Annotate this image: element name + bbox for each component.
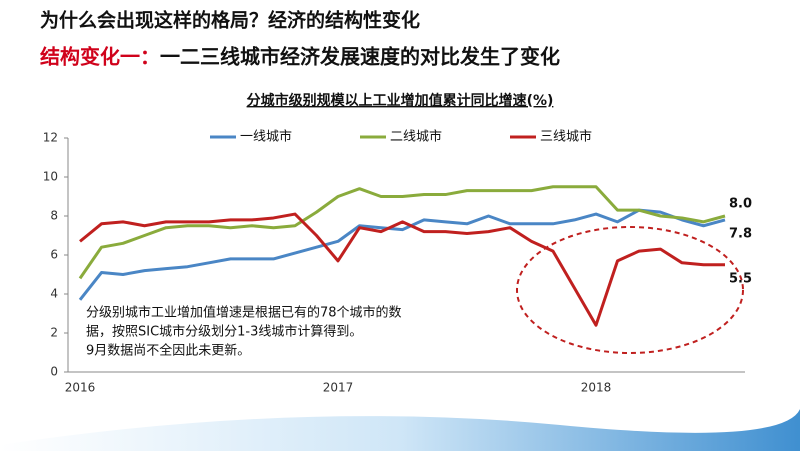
y-tick-label: 8: [50, 209, 58, 223]
data-label: 8.0: [729, 197, 752, 212]
slide-subtitle-prefix: 结构变化一：: [40, 45, 160, 69]
legend-label: 一线城市: [240, 129, 292, 145]
note-text: 据，按照SIC城市分级划分1-3线城市计算得到。: [86, 324, 362, 340]
y-tick-label: 6: [50, 248, 58, 262]
data-label: 5.5: [729, 271, 752, 286]
y-tick-label: 10: [43, 170, 58, 184]
slide-subtitle: 一二三线城市经济发展速度的对比发生了变化: [160, 45, 560, 69]
decor-wave: [0, 395, 800, 451]
legend-label: 二线城市: [390, 129, 442, 145]
highlight-ellipse: [516, 226, 744, 354]
x-tick-label: 2016: [65, 381, 96, 395]
note-text: 分级别城市工业增加值增速是根据已有的78个城市的数: [86, 305, 402, 321]
note-text: 9月数据尚不全因此未更新。: [86, 343, 250, 359]
data-label: 7.8: [729, 226, 752, 241]
chart-title: 分城市级别规模以上工业增加值累计同比增速(%): [247, 92, 554, 109]
series-line: [78, 185, 726, 280]
series-line: [79, 212, 725, 327]
x-tick-label: 2017: [323, 381, 354, 395]
legend-label: 三线城市: [540, 129, 592, 145]
series-line: [78, 208, 726, 301]
y-tick-label: 2: [50, 326, 58, 340]
y-tick-label: 12: [43, 131, 58, 145]
slide-title: 为什么会出现这样的格局？经济的结构性变化: [40, 9, 420, 32]
x-tick-label: 2018: [581, 381, 612, 395]
y-tick-label: 0: [50, 365, 58, 379]
y-tick-label: 4: [50, 287, 58, 301]
